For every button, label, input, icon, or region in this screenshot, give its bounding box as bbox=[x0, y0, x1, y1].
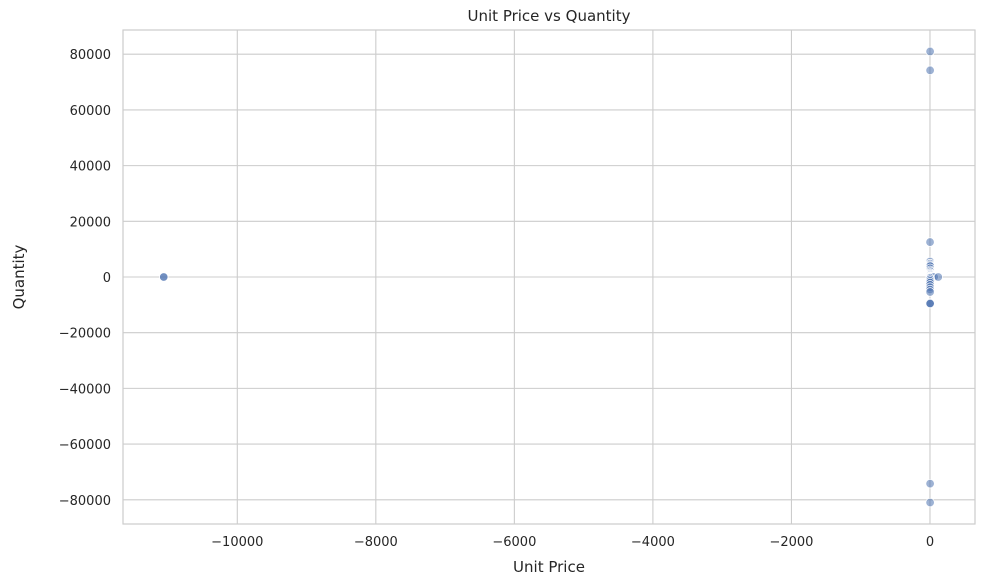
grid bbox=[123, 30, 975, 524]
x-tick-label: 0 bbox=[926, 535, 934, 550]
data-point bbox=[925, 298, 935, 309]
x-tick-label: −2000 bbox=[769, 535, 813, 550]
y-tick-label: −40000 bbox=[59, 382, 111, 397]
y-tick-labels: −80000 −60000 −40000 −20000 0 20000 40000 60000… bbox=[59, 48, 111, 509]
data-point bbox=[925, 65, 935, 76]
y-tick-label: 80000 bbox=[70, 48, 111, 63]
x-tick-label: −4000 bbox=[631, 535, 675, 550]
plot-frame bbox=[122, 29, 976, 525]
x-tick-labels: −10000 −8000 −6000 −4000 −2000 0 bbox=[211, 535, 934, 550]
y-axis-title: Quantity bbox=[10, 244, 28, 309]
data-point bbox=[933, 272, 943, 282]
x-tick-label: −8000 bbox=[354, 535, 398, 550]
data-point bbox=[925, 478, 935, 489]
data-point bbox=[925, 287, 935, 297]
x-tick-label: −6000 bbox=[492, 535, 536, 550]
y-tick-label: 40000 bbox=[70, 160, 111, 175]
data-point bbox=[925, 46, 935, 57]
data-point bbox=[925, 497, 935, 508]
y-tick-label: −60000 bbox=[59, 438, 111, 453]
x-axis-title: Unit Price bbox=[513, 558, 585, 576]
y-tick-label: 20000 bbox=[70, 215, 111, 230]
data-point bbox=[925, 237, 935, 247]
x-tick-label: −10000 bbox=[211, 535, 263, 550]
y-tick-label: 60000 bbox=[70, 104, 111, 119]
data-point bbox=[159, 272, 169, 282]
y-tick-label: 0 bbox=[103, 271, 111, 286]
chart-title: Unit Price vs Quantity bbox=[468, 7, 631, 25]
y-tick-label: −80000 bbox=[59, 494, 111, 509]
y-tick-label: −20000 bbox=[59, 327, 111, 342]
data-points bbox=[159, 46, 943, 508]
